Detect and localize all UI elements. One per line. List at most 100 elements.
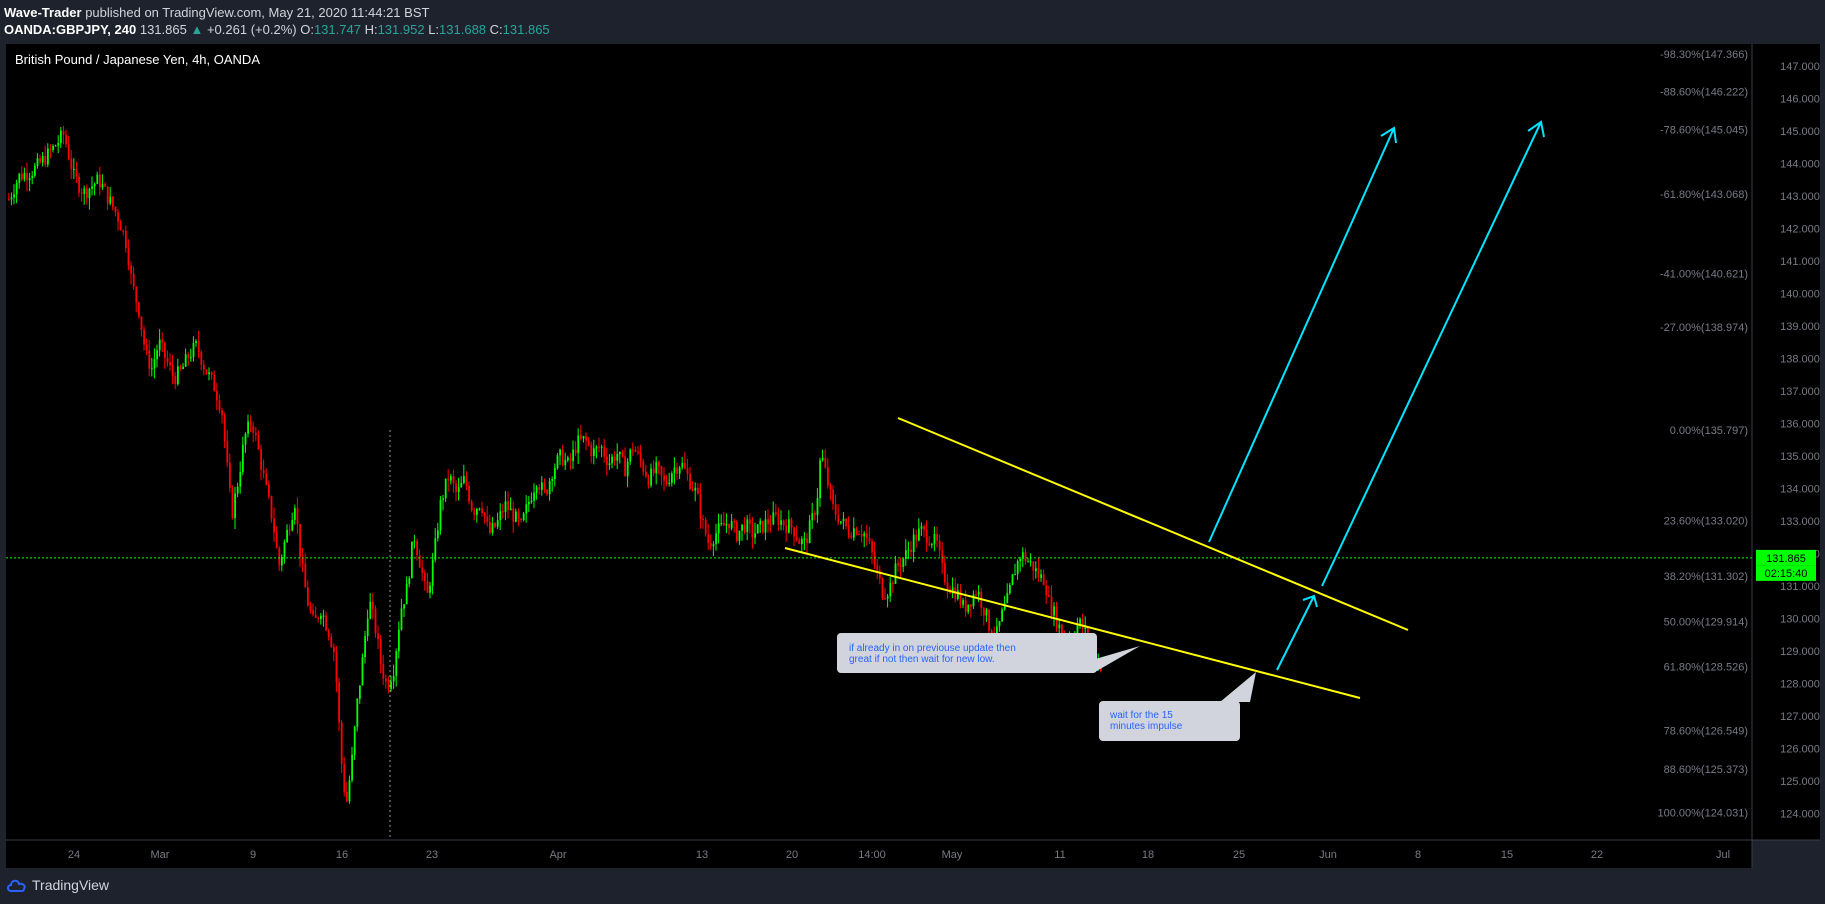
candle-body [171,365,174,377]
candle-body [117,212,119,222]
candle-body [182,366,184,369]
candle-body [47,148,49,165]
candle-body [572,449,574,462]
candle-body [564,460,567,466]
time-tick-label: Jun [1319,849,1337,861]
time-axis[interactable] [6,840,1752,868]
candle-body [356,698,359,727]
candle-body [819,460,821,499]
time-tick-label: 24 [68,849,80,861]
candle-body [359,685,361,699]
candle-body [44,156,47,165]
candle-body [964,600,967,612]
price-tick-label: 143.000 [1780,191,1820,203]
candle-body [174,376,177,384]
candle-body [637,451,639,453]
candle-body [101,184,104,188]
last-price: 131.865 [139,22,187,37]
candle-body [21,173,23,180]
candle-body [749,519,751,524]
candle-body [346,791,348,802]
publisher-name[interactable]: Wave-Trader [4,5,82,20]
countdown-tag-bg [1756,565,1816,581]
time-tick-label: Apr [549,849,566,861]
candle-body [234,493,236,518]
close-label: C: [489,22,503,37]
candle-body [639,452,642,462]
tradingview-cloud-icon [7,879,26,892]
candle-body [83,188,86,194]
tradingview-brand[interactable]: TradingView [6,877,109,893]
candle-body [164,342,166,358]
candle-body [416,541,418,556]
fib-level-label: 88.60%(125.373) [1664,764,1748,776]
chart-plot-area[interactable] [6,44,1752,840]
candle-body [704,519,707,535]
candle-body [967,604,970,612]
lower-trendline[interactable] [784,547,1361,699]
candle-body [663,475,665,481]
candle-body [1081,618,1084,629]
candle-body [509,508,512,511]
candle-body [166,357,169,363]
publisher-line: Wave-Trader published on TradingView.com… [4,5,429,20]
candle-body [364,636,366,658]
arrow-line-3[interactable] [1276,595,1315,671]
candle-body [959,590,962,605]
candle-body [1055,606,1058,629]
arrow-line-1[interactable] [1208,127,1395,543]
callout-1-box [837,633,1097,673]
candle-body [148,350,151,369]
candle-body [1027,561,1029,563]
arrow-head-2 [1527,120,1545,138]
fib-level-label: 23.60%(133.020) [1664,515,1748,527]
candle-body [28,177,31,181]
candle-body [632,449,634,451]
time-tick-label: 11 [1054,849,1065,861]
candle-body [499,511,502,521]
candle-body [325,615,327,631]
candle-body [73,168,75,170]
candle-body [387,681,390,689]
price-tick-label: 129.000 [1780,646,1820,658]
candle-body [60,130,62,143]
projection-arrows[interactable] [1208,120,1545,671]
price-axis[interactable] [1752,44,1820,840]
fib-level-label: 38.20%(131.302) [1664,571,1748,583]
candle-body [447,478,450,481]
callout-1[interactable]: if already in on previouse update then g… [837,633,1140,673]
callout-2[interactable]: wait for the 15 minutes impulse [1099,672,1256,741]
high-value: 131.952 [377,22,425,37]
candle-body [177,366,179,384]
candle-body [444,478,447,499]
candle-body [213,375,216,392]
candle-body [249,421,252,426]
candle-body [1050,596,1053,616]
candle-body [78,176,80,193]
candle-body [231,487,234,518]
candle-body [268,484,270,497]
candle-body [707,534,710,544]
candle-body [925,529,928,544]
candle-body [36,158,39,167]
open-value: 131.747 [313,22,361,37]
fib-level-label: -61.80%(143.068) [1660,189,1748,201]
time-tick-label: 25 [1233,849,1245,861]
candle-body [795,536,798,540]
candle-body [712,544,715,547]
candle-body [775,512,777,515]
candle-body [502,511,504,513]
candle-body [600,446,603,448]
candle-body [834,504,837,515]
candle-body [801,539,803,545]
candle-body [548,481,551,494]
candle-body [343,764,346,792]
upper-trendline[interactable] [897,417,1409,631]
arrow-line-2[interactable] [1321,121,1542,587]
candle-body [541,482,543,490]
candle-body [1016,561,1019,575]
candle-body [1024,552,1027,562]
candle-body [372,601,374,609]
candle-body [832,489,834,505]
price-chart[interactable]: 147.000 146.000 145.000 144.000 143.000 142.0… [0,0,1825,868]
